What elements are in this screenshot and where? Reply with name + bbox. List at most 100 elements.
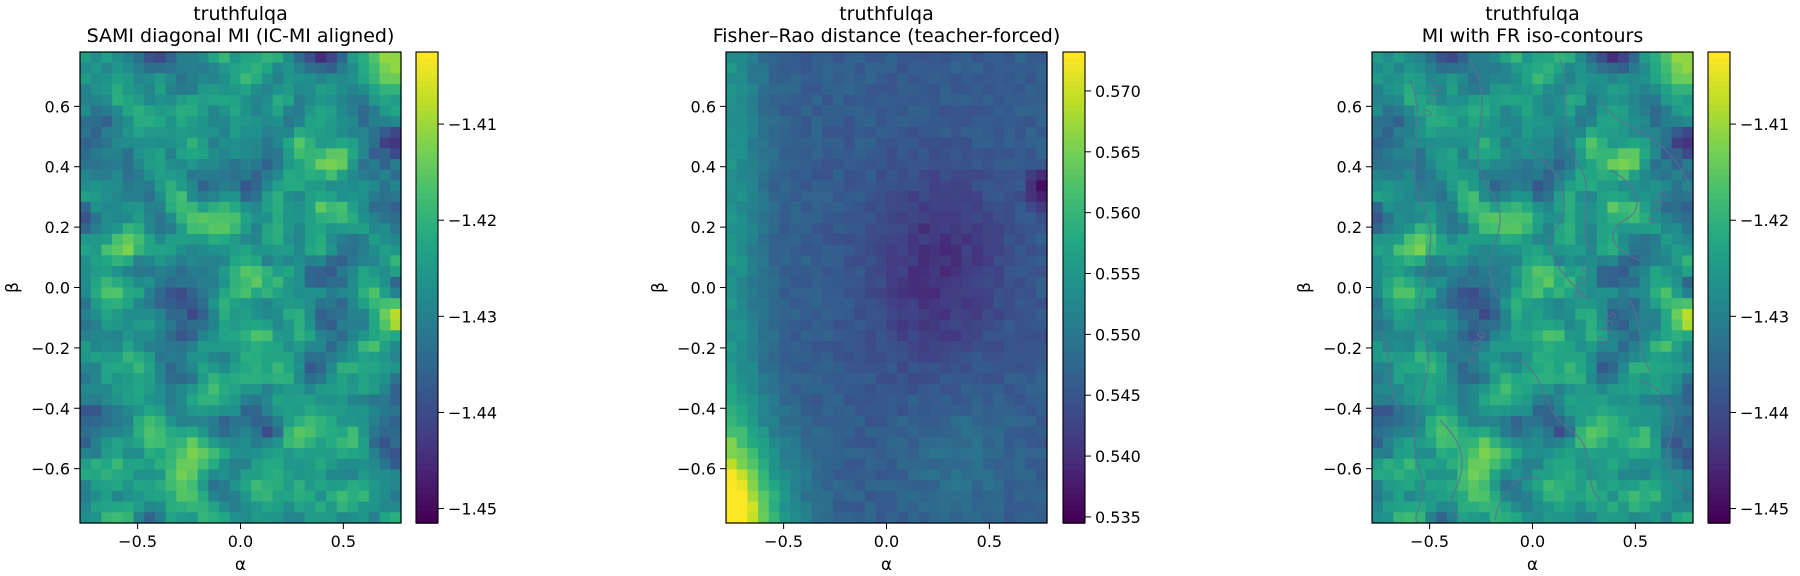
heatmap-cell xyxy=(112,512,124,524)
heatmap-cell xyxy=(219,73,231,85)
heatmap-cell xyxy=(219,512,231,524)
heatmap-cell xyxy=(1404,394,1416,406)
heatmap-cell xyxy=(1511,223,1523,235)
heatmap-cell xyxy=(918,105,930,117)
heatmap-cell xyxy=(950,169,962,182)
heatmap-cell xyxy=(961,351,973,364)
heatmap-cell xyxy=(1014,116,1027,128)
heatmap-cell xyxy=(747,84,759,96)
heatmap-cell xyxy=(1025,405,1037,417)
heatmap-cell xyxy=(1489,362,1501,374)
heatmap-cell xyxy=(1404,330,1416,342)
heatmap-cell xyxy=(358,415,370,428)
heatmap-cell xyxy=(144,180,156,192)
heatmap-cell xyxy=(1543,426,1555,438)
heatmap-cell xyxy=(1014,94,1027,107)
heatmap-cell xyxy=(779,501,791,513)
heatmap-cell xyxy=(907,308,920,321)
heatmap-cell xyxy=(1014,426,1027,438)
heatmap-cell xyxy=(940,341,952,353)
colorbar-segment xyxy=(1708,252,1730,259)
heatmap-cell xyxy=(122,255,135,267)
heatmap-cell xyxy=(304,458,316,471)
heatmap-cell xyxy=(1036,415,1048,428)
heatmap-cell xyxy=(843,52,855,64)
heatmap-cell xyxy=(875,191,888,203)
colorbar-segment xyxy=(1708,110,1730,118)
heatmap-cell xyxy=(747,276,759,289)
heatmap-cell xyxy=(251,341,263,353)
heatmap-cell xyxy=(1671,480,1683,492)
colorbar-segment xyxy=(1063,393,1085,401)
heatmap-cell xyxy=(1575,330,1587,342)
heatmap-cell xyxy=(133,201,145,214)
heatmap-cell xyxy=(982,116,995,128)
heatmap-cell xyxy=(154,501,167,513)
heatmap-cell xyxy=(1036,362,1048,374)
heatmap-cell xyxy=(1036,512,1048,524)
heatmap-cell xyxy=(918,255,930,267)
heatmap-cell xyxy=(1414,341,1427,353)
heatmap-cell xyxy=(843,233,855,246)
heatmap-cell xyxy=(122,308,135,321)
heatmap-cell xyxy=(294,308,306,321)
heatmap-cell xyxy=(197,180,209,192)
heatmap-cell xyxy=(229,266,242,278)
heatmap-cell xyxy=(1586,469,1598,481)
heatmap-cell xyxy=(283,415,295,428)
heatmap-cell xyxy=(208,233,220,246)
heatmap-cell xyxy=(726,490,738,503)
colorbar-segment xyxy=(1063,134,1085,142)
heatmap-cell xyxy=(1682,62,1694,74)
heatmap-cell xyxy=(1671,469,1683,481)
heatmap-cell xyxy=(747,448,759,460)
heatmap-cell xyxy=(1004,415,1016,428)
colorbar-segment xyxy=(1063,287,1085,295)
heatmap-cell xyxy=(187,212,199,224)
heatmap-cell xyxy=(176,276,188,289)
heatmap-cell xyxy=(972,341,984,353)
heatmap-cell xyxy=(1479,169,1491,182)
heatmap-cell xyxy=(187,490,199,503)
heatmap-cell xyxy=(865,383,877,396)
heatmap-cell xyxy=(1446,448,1459,460)
heatmap-cell xyxy=(1575,116,1587,128)
heatmap-cell xyxy=(865,255,877,267)
heatmap-cell xyxy=(993,415,1005,428)
heatmap-cell xyxy=(358,480,370,492)
heatmap-cell xyxy=(294,490,306,503)
heatmap-cell xyxy=(972,159,984,171)
heatmap-cell xyxy=(1436,233,1448,246)
heatmap-cell xyxy=(101,415,113,428)
heatmap-cell xyxy=(1671,501,1683,513)
heatmap-cell xyxy=(176,137,188,149)
heatmap-cell xyxy=(208,52,220,64)
heatmap-cell xyxy=(1457,298,1469,310)
heatmap-cell xyxy=(1425,405,1437,417)
heatmap-cell xyxy=(80,501,92,513)
heatmap-cell xyxy=(1004,394,1016,406)
heatmap-cell xyxy=(972,405,984,417)
heatmap-cell xyxy=(811,415,823,428)
heatmap-cell xyxy=(800,180,813,192)
heatmap-cell xyxy=(929,437,941,449)
heatmap-cell xyxy=(929,298,941,310)
heatmap-cell xyxy=(940,116,952,128)
heatmap-cell xyxy=(768,266,781,278)
heatmap-cell xyxy=(886,255,898,267)
heatmap-cell xyxy=(1543,341,1555,353)
heatmap-cell xyxy=(1004,244,1016,256)
heatmap-cell xyxy=(368,73,381,85)
heatmap-cell xyxy=(1025,84,1037,96)
heatmap-cell xyxy=(1025,330,1037,342)
heatmap-cell xyxy=(854,52,866,64)
heatmap-cell xyxy=(154,84,167,96)
heatmap-cell xyxy=(1618,405,1630,417)
heatmap-cell xyxy=(1500,319,1512,331)
fr-contour-line xyxy=(1639,379,1694,496)
heatmap-cell xyxy=(843,383,855,396)
heatmap-cell xyxy=(854,84,866,96)
heatmap-cell xyxy=(1414,73,1427,85)
heatmap-cell xyxy=(112,448,124,460)
heatmap-cell xyxy=(865,116,877,128)
